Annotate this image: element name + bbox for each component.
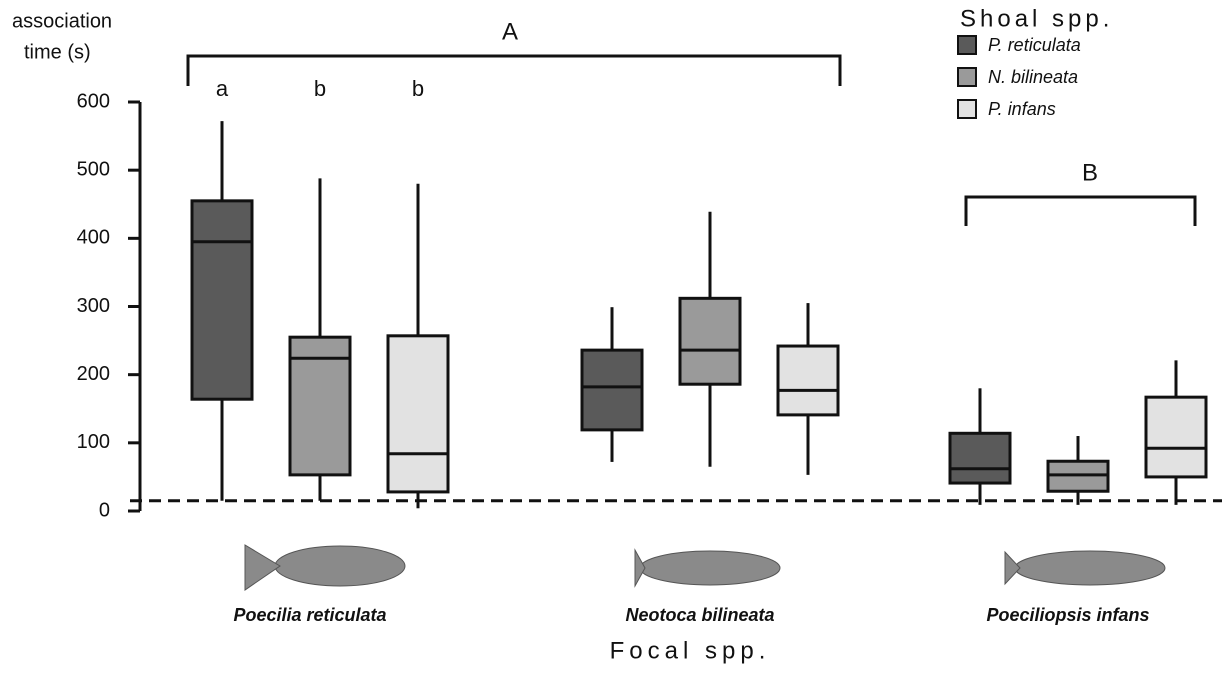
y-tick-label: 500: [77, 158, 110, 180]
y-axis-label: association: [12, 10, 112, 32]
x-axis-label: Focal spp.: [610, 637, 771, 664]
x-tick-label: Neotoca bilineata: [625, 605, 774, 625]
fish: [274, 545, 406, 587]
box: [776, 344, 840, 417]
legend-swatch: [957, 35, 977, 55]
box: [386, 334, 450, 494]
bracket: [186, 54, 842, 86]
fish: [1014, 550, 1166, 586]
box: [1144, 395, 1208, 479]
x-tick-label: Poecilia reticulata: [233, 605, 386, 625]
bracket-label: A: [502, 18, 518, 45]
fish: [639, 550, 781, 586]
y-tick-label: 100: [77, 431, 110, 453]
y-tick-label: 0: [99, 499, 110, 521]
fish-icons: [244, 544, 1166, 591]
legend-label: N. bilineata: [988, 67, 1078, 87]
y-tick-label: 300: [77, 295, 110, 317]
x-tick-label: Poeciliopsis infans: [986, 605, 1149, 625]
y-tick-label: 400: [77, 227, 110, 249]
fish-tail: [634, 548, 646, 588]
fish-tail: [1004, 550, 1021, 586]
legend-label: P. infans: [988, 99, 1056, 119]
fish-tail: [244, 544, 281, 591]
box: [190, 199, 254, 401]
y-tick-label: 200: [77, 363, 110, 385]
y-tick-label: 600: [77, 90, 110, 112]
legend-label: P. reticulata: [988, 35, 1081, 55]
significance-letter: b: [314, 76, 326, 101]
y-axis-label: time (s): [24, 41, 91, 63]
significance-letter: a: [216, 76, 229, 101]
bracket: [964, 195, 1197, 226]
legend-swatch: [957, 99, 977, 119]
significance-letter: b: [412, 76, 424, 101]
box: [580, 348, 644, 432]
legend-title: Shoal spp.: [960, 5, 1113, 32]
box: [948, 431, 1012, 485]
bracket-label: B: [1082, 159, 1098, 186]
box: [678, 296, 742, 386]
box: [288, 335, 352, 477]
legend-swatch: [957, 67, 977, 87]
